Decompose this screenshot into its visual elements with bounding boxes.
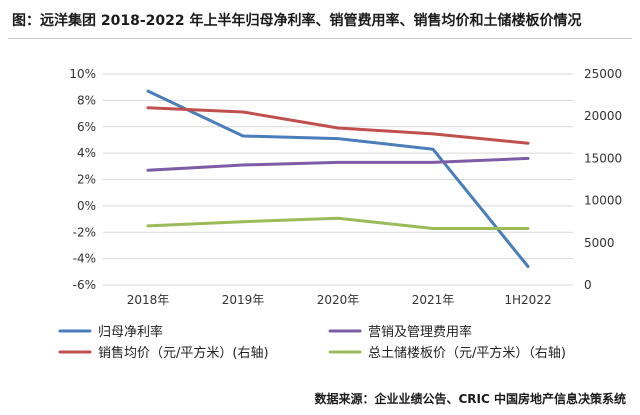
x-tick-label: 2021年 [412,293,455,307]
legend-label-2: 营销及管理费用率 [368,324,472,340]
left-tick-label: 0% [77,199,96,213]
left-tick-label: 8% [77,93,96,107]
right-tick-label: 25000 [584,67,622,81]
series-line-1 [146,89,530,268]
source-note: 数据来源：企业业绩公告、CRIC 中国房地产信息决策系统 [314,392,627,406]
right-axis-ticks: 25000 20000 15000 10000 5000 0 [584,67,622,292]
series-line-4 [146,216,530,230]
legend-label-4: 总土储楼板价（元/平方米）（右轴) [368,345,566,361]
legend-label-3: 销售均价（元/平方米）(右轴) [98,345,269,361]
left-tick-label: -2% [73,225,96,239]
chart-title: 图：远洋集团 2018-2022 年上半年归母净利率、销管费用率、销售均价和土储… [12,13,582,29]
right-tick-label: 20000 [584,109,622,123]
x-tick-label: 2019年 [222,293,265,307]
x-tick-label: 2018年 [127,293,170,307]
gridlines [103,73,573,286]
legend-label-1: 归母净利率 [98,324,163,340]
left-tick-label: 10% [69,67,96,81]
left-tick-label: 6% [77,120,96,134]
title-divider [8,38,632,39]
right-tick-label: 5000 [584,236,615,250]
series-line-3 [146,106,530,145]
x-tick-label: 2020年 [317,293,360,307]
x-axis-ticks: 2018年 2019年 2020年 2021年 1H2022 [127,293,552,307]
right-tick-label: 10000 [584,194,622,208]
x-tick-label: 1H2022 [504,293,551,307]
left-tick-label: -6% [73,278,96,292]
left-tick-label: -4% [73,252,96,266]
left-tick-label: 2% [77,173,96,187]
series-lines [146,89,530,268]
left-tick-label: 4% [77,146,96,160]
right-tick-label: 0 [584,278,592,292]
right-tick-label: 15000 [584,151,622,165]
left-axis-ticks: 10% 8% 6% 4% 2% 0% -2% -4% -6% [69,67,96,292]
series-line-2 [146,156,530,172]
